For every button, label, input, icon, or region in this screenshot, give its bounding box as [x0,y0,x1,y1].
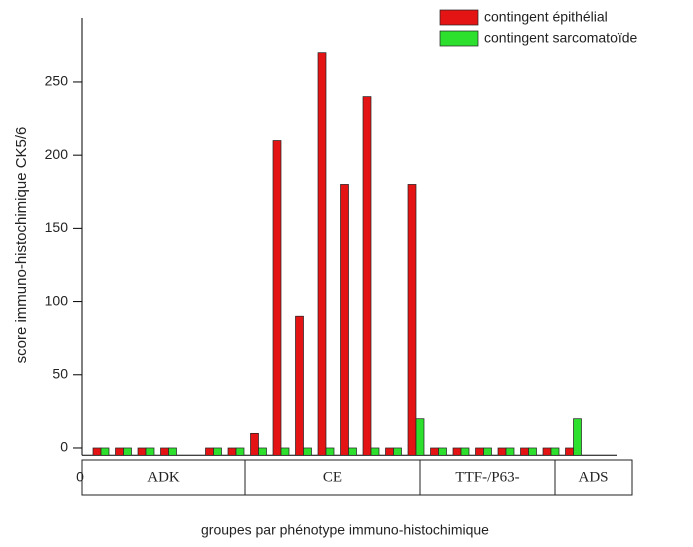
bar [542,447,552,456]
y-tick-label: 200 [45,146,69,162]
bar [250,432,259,456]
bar [235,447,245,456]
bar [438,447,447,456]
bar [115,447,124,456]
bar [407,184,417,456]
bar [520,447,529,456]
bar [393,447,402,456]
bar [123,447,132,456]
bar [325,447,335,456]
bar [137,447,147,456]
legend-swatch [439,30,479,47]
bar [348,447,357,456]
bar [483,447,492,456]
bar [497,447,507,456]
bar [550,447,560,456]
bar [452,447,462,456]
bar [92,447,102,456]
bar [205,447,214,456]
bar [280,447,290,456]
y-tick-label: 50 [52,365,68,381]
bar [528,447,537,456]
group-label: CE [323,469,342,485]
bar [430,447,439,456]
bar [385,447,394,456]
y-tick-label: 100 [45,292,69,308]
bar [362,96,372,456]
legend-label: contingent sarcomatoïde [484,30,638,46]
group-label: TTF-/P63- [455,469,519,485]
y-tick-label: 0 [60,439,68,455]
bar [160,447,169,456]
bar [415,418,425,456]
bar [565,447,574,456]
bar [295,315,304,456]
bar [370,447,380,456]
bar [475,447,484,456]
legend-label: contingent épithélial [484,9,608,25]
bar [227,447,237,456]
bar [340,184,349,456]
legend-swatch [439,9,479,26]
y-tick-label: 250 [45,73,69,89]
group-label: ADK [147,469,180,485]
bar [213,447,222,456]
group-label: ADS [578,469,608,485]
bar [168,447,177,456]
group-box [554,459,633,496]
bar [573,418,582,456]
bar [272,140,282,456]
bar [258,447,267,456]
y-tick-label: 150 [45,219,69,235]
bar [460,447,470,456]
bar [100,447,110,456]
x-axis-label: groupes par phénotype immuno-histochimiq… [201,522,489,538]
bar [303,447,312,456]
bar [317,52,327,456]
bar [145,447,155,456]
y-axis-label: score immuno-histochimique CK5/6 [13,127,30,364]
bar [505,447,515,456]
x-origin-label: 0 [76,469,84,485]
